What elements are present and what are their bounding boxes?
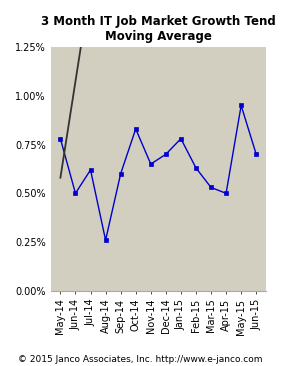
Text: © 2015 Janco Associates, Inc. http://www.e-janco.com: © 2015 Janco Associates, Inc. http://www… [18, 355, 263, 364]
Title: 3 Month IT Job Market Growth Tend
Moving Average: 3 Month IT Job Market Growth Tend Moving… [41, 15, 276, 43]
